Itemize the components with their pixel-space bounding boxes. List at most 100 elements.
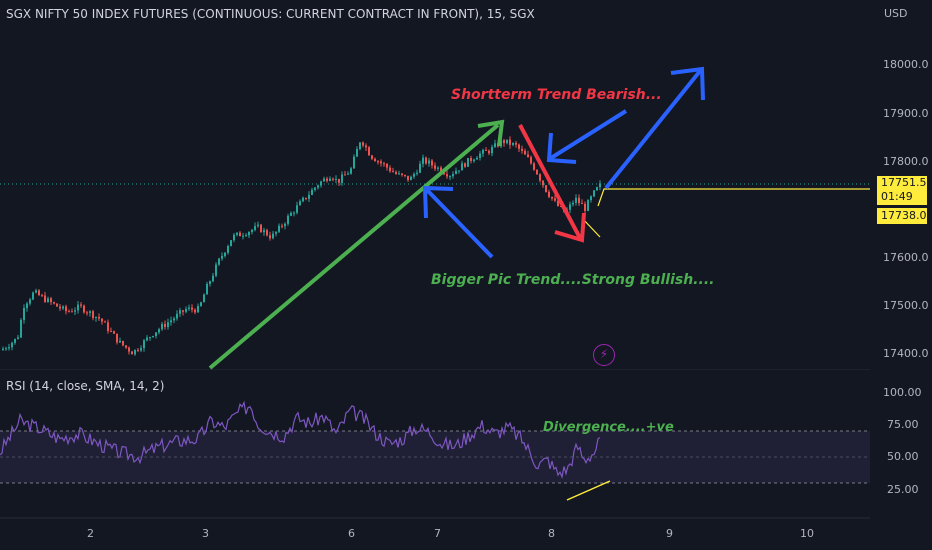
x-tick: 8 [548, 527, 555, 540]
candle-body [281, 225, 283, 227]
candle-body [515, 142, 517, 145]
rsi-title: RSI (14, close, SMA, 14, 2) [6, 379, 165, 393]
candle-body [191, 307, 193, 310]
candle-body [11, 342, 13, 348]
candle-body [185, 308, 187, 312]
candle-body [44, 295, 46, 302]
candle-body [386, 163, 388, 168]
x-tick: 3 [202, 527, 209, 540]
candle-body [362, 142, 364, 146]
y-tick: 17500.0 [883, 299, 929, 312]
last-price-value: 17751.5 [881, 176, 927, 189]
blue-arrow-bigger[interactable] [422, 185, 494, 259]
candle-body [542, 180, 544, 186]
rsi-y-tick: 100.00 [883, 386, 922, 399]
candle-body [152, 336, 154, 338]
candle-body [347, 173, 349, 175]
candle-body [140, 348, 142, 351]
candle-body [353, 156, 355, 169]
candle-body [221, 255, 223, 259]
annotation-divergence[interactable]: Divergence....+ve [543, 420, 674, 435]
candle-body [419, 163, 421, 173]
candle-body [164, 323, 166, 328]
candle-body [212, 275, 214, 282]
level-price-tag: 17738.0 [877, 208, 927, 224]
candle-body [89, 311, 91, 313]
candle-body [113, 331, 115, 334]
candle-body [23, 308, 25, 320]
candle-body [461, 163, 463, 171]
candle-body [557, 200, 559, 207]
candle-body [548, 191, 550, 197]
candle-body [227, 246, 229, 253]
candle-body [449, 176, 451, 178]
currency-label: USD [884, 7, 908, 20]
candle-body [170, 320, 172, 323]
annotation-shortterm[interactable]: Shortterm Trend Bearish... [451, 87, 662, 103]
lightning-bolt-icon[interactable]: ⚡ [593, 344, 615, 366]
yellow-horizontal-line[interactable] [597, 188, 870, 207]
candle-body [596, 187, 598, 191]
candle-body [539, 174, 541, 181]
candle-body [53, 302, 55, 304]
candle-body [32, 292, 34, 300]
annotation-bigger-trend[interactable]: Bigger Pic Trend....Strong Bullish.... [431, 272, 715, 288]
last-price-tag: 17751.5 01:49 [877, 176, 927, 205]
x-tick: 10 [800, 527, 814, 540]
price-pane[interactable] [0, 0, 870, 370]
candle-body [203, 294, 205, 303]
candle-body [446, 174, 448, 177]
candle-body [527, 154, 529, 158]
x-tick: 9 [666, 527, 673, 540]
candle-body [83, 305, 85, 313]
candle-body [65, 306, 67, 312]
candle-body [188, 307, 190, 309]
candle-body [407, 175, 409, 181]
candle-body [101, 318, 103, 322]
candle-body [137, 349, 139, 351]
candle-body [224, 252, 226, 256]
candle-body [110, 330, 112, 332]
candle-body [125, 345, 127, 348]
candle-body [257, 224, 259, 227]
candle-body [491, 146, 493, 154]
candle-body [575, 197, 577, 203]
candle-body [173, 318, 175, 321]
candle-body [239, 232, 241, 237]
candle-body [269, 235, 271, 239]
y-tick: 17800.0 [883, 155, 929, 168]
candle-body [95, 316, 97, 318]
candle-body [305, 197, 307, 199]
candle-body [455, 170, 457, 175]
candle-body [320, 181, 322, 186]
y-tick: 17900.0 [883, 107, 929, 120]
candle-body [158, 329, 160, 333]
candle-body [440, 167, 442, 173]
candle-body [92, 311, 94, 318]
candle-body [590, 196, 592, 201]
price-axis[interactable] [870, 0, 932, 550]
candle-body [398, 173, 400, 175]
candle-body [530, 157, 532, 164]
candle-body [293, 212, 295, 214]
candle-body [578, 197, 580, 204]
rsi-divergence-line[interactable] [566, 480, 611, 501]
candle-body [476, 157, 478, 160]
candle-body [131, 351, 133, 355]
candle-body [98, 316, 100, 319]
blue-arrow-target[interactable] [604, 66, 705, 190]
candle-body [326, 178, 328, 181]
candle-body [371, 155, 373, 159]
candle-body [551, 196, 553, 199]
candle-body [245, 235, 247, 237]
blue-arrow-shortterm[interactable] [546, 109, 628, 164]
green-trend-arrow[interactable] [208, 119, 505, 370]
red-trend-arrow[interactable] [518, 124, 586, 243]
candle-body [77, 304, 79, 311]
candle-body [479, 153, 481, 158]
candle-body [197, 306, 199, 313]
candle-body [20, 319, 22, 338]
candle-body [80, 304, 82, 306]
candle-body [560, 206, 562, 208]
